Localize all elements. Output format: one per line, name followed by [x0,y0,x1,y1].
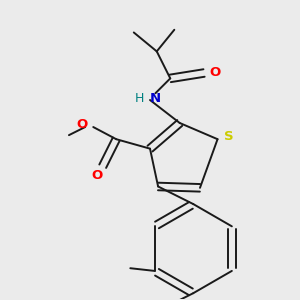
Text: S: S [224,130,233,143]
Text: O: O [77,118,88,131]
Text: O: O [209,67,220,80]
Text: H: H [134,92,144,105]
Text: N: N [150,92,161,105]
Text: O: O [92,169,103,182]
